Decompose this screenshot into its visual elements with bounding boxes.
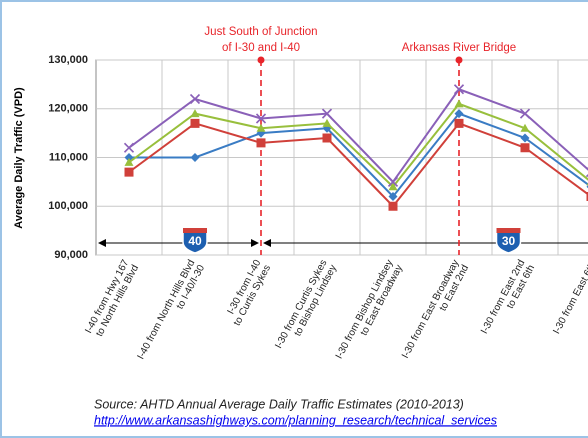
- source: Source: AHTD Annual Average Daily Traffi…: [94, 397, 464, 411]
- annotation: Arkansas River Bridge: [402, 42, 516, 54]
- x-tick-label: I-30 from East 2ndto East 6th: [479, 258, 537, 341]
- annotation: Just South of Junction: [204, 26, 317, 38]
- x-tick-label-line: I-30 from Bishop Lindsey: [333, 258, 395, 361]
- x-tick-label-line: I-30 from East Broadway: [400, 258, 461, 360]
- shield-label: 30: [502, 234, 516, 248]
- point: [256, 138, 266, 148]
- shield: [182, 227, 208, 254]
- point: [124, 167, 134, 177]
- point: [520, 143, 530, 153]
- x-tick-label: I-30 from Bishop Lindseyto East Broadway: [333, 258, 404, 366]
- annotation: of I-30 and I-40: [222, 42, 300, 54]
- x-tick-label: I-40 from Hwy 167to North Hills Blvd: [83, 258, 141, 341]
- point: [520, 123, 530, 132]
- x-tick-label: I-30 from East Broadwayto East 2nd: [400, 258, 471, 365]
- shield-label: 40: [188, 234, 202, 248]
- point: [190, 153, 200, 162]
- x-tick-label: I-30 from Curtis Sykesto Bishop Lindsey: [273, 258, 339, 356]
- y-tick-label: 90,000: [54, 249, 88, 261]
- y-tick-label: 130,000: [48, 54, 88, 66]
- point: [454, 118, 464, 128]
- point: [124, 157, 134, 166]
- shield-top: [496, 228, 521, 233]
- point: [586, 192, 588, 201]
- y-tick-label: 110,000: [49, 151, 88, 163]
- point: [322, 118, 332, 127]
- source-url[interactable]: http://www.arkansashighways.com/planning…: [94, 413, 497, 427]
- point: [454, 109, 464, 119]
- shield: [495, 227, 522, 254]
- shield-top: [183, 228, 207, 233]
- point: [321, 108, 333, 119]
- series-line: [128, 102, 588, 189]
- point: [453, 84, 465, 95]
- series-line: [128, 122, 588, 208]
- point: [190, 109, 200, 118]
- point: [387, 176, 399, 187]
- point: [519, 108, 531, 119]
- x-tick-label-line: I-40 from North Hills Blvd: [135, 258, 197, 361]
- point: [255, 113, 267, 124]
- annotation-dot: [455, 56, 463, 64]
- point: [520, 133, 530, 143]
- series-line: [129, 112, 588, 199]
- point: [189, 93, 201, 105]
- point: [388, 201, 398, 211]
- point: [123, 142, 135, 153]
- x-tick-label: I-40 from North Hills Blvdto I-40/I-30: [135, 258, 207, 367]
- x-tick-label: I-30 from East 6th: [551, 260, 588, 335]
- point: [454, 99, 464, 108]
- point: [322, 133, 332, 143]
- y-tick-label: 100,000: [48, 200, 88, 212]
- y-axis-label: Average Daily Traffic (VPD): [13, 87, 25, 229]
- x-tick-label-line: I-30 from East 6th: [551, 260, 588, 335]
- y-tick-label: 120,000: [48, 103, 88, 115]
- point: [388, 192, 398, 201]
- x-tick-label: I-30 from I-40to Curtis Sykes: [222, 258, 273, 328]
- annotation-dot: [257, 56, 265, 64]
- point: [190, 118, 200, 128]
- point: [256, 123, 266, 132]
- point: [388, 182, 398, 191]
- series-line: [128, 88, 588, 184]
